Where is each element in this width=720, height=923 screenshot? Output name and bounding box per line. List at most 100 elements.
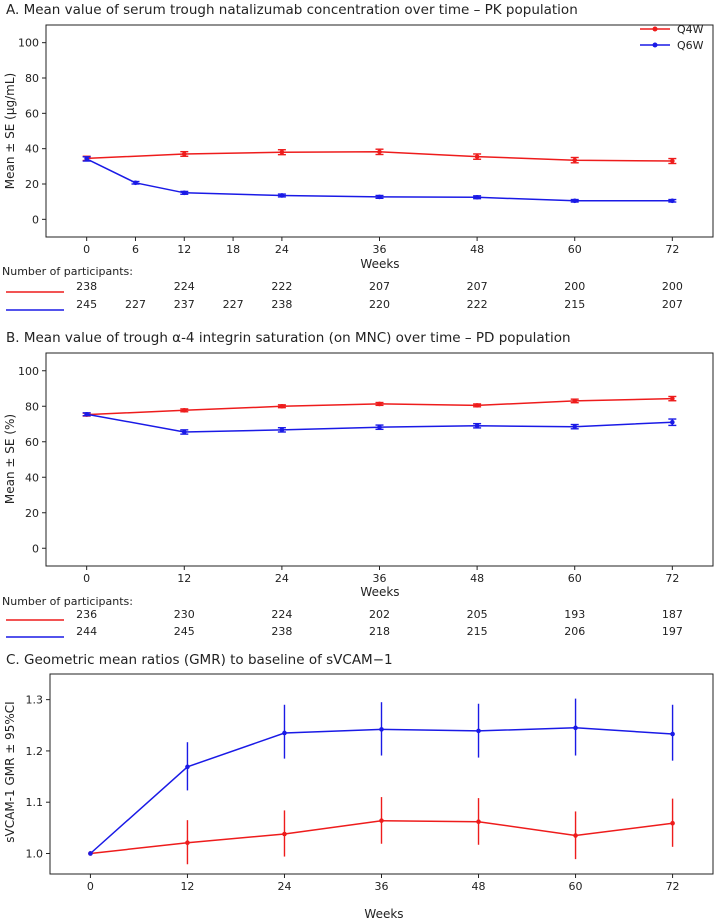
panel-a-ytick-label: 60 [25, 107, 39, 120]
panel-a-frame [45, 24, 714, 238]
panel-b-participants-q6w-value: 218 [369, 625, 390, 638]
panel-a-ytick-label: 80 [25, 72, 39, 85]
panel-c-q6w-point [185, 764, 190, 770]
panel-c-ytick-label: 1.1 [26, 796, 44, 809]
panel-b-participants-q6w-value: 197 [662, 625, 683, 638]
panel-a-participants-q4w-value: 200 [564, 280, 585, 293]
panel-a-xtick-label: 72 [665, 243, 679, 256]
panel-c-ytick-label: 1.0 [26, 847, 44, 860]
panel-b-frame [45, 352, 714, 567]
panel-b-q6w-point [181, 429, 187, 435]
panel-a-participants-q4w-value: 238 [76, 280, 97, 293]
panel-a-q6w-point [670, 198, 675, 204]
panel-b-participants-q4w-value: 202 [369, 608, 390, 621]
panel-b-plot: 0 20 40 60 80 100 0 12 24 36 48 60 72 [18, 365, 679, 585]
panel-c-q6w-point [282, 730, 287, 736]
panel-a-participants-q4w-value: 207 [467, 280, 488, 293]
panel-b-participants-q6w-value: 238 [271, 625, 292, 638]
panel-b-ytick-label: 40 [25, 471, 39, 484]
panel-c-ylabel: sVCAM-1 GMR ± 95%CI [3, 701, 17, 842]
panel-b-q4w-line [86, 397, 673, 416]
panel-a-participants-label: Number of participants: [2, 265, 133, 278]
panel-c-q4w-point [670, 820, 675, 826]
panel-b-q6w-point [474, 423, 480, 429]
panel-b-participants-q6w-value: 206 [564, 625, 585, 638]
legend-q4w-label: Q4W [677, 23, 704, 36]
panel-a-xtick-label: 18 [226, 243, 240, 256]
legend-q6w-label: Q6W [677, 39, 704, 52]
panel-a-q6w-point [84, 156, 89, 162]
panel-a-q6w-point [279, 193, 285, 198]
panel-a-ytick-label: 100 [18, 37, 39, 50]
panel-a-participants-q6w-value: 215 [564, 298, 585, 311]
panel-a-participants-q4w-value: 207 [369, 280, 390, 293]
panel-c-q4w-point [379, 818, 384, 823]
panel-a-q4w-point [279, 149, 285, 155]
panel-c-q6w-point [379, 727, 384, 732]
panel-a-q6w-point [181, 190, 187, 196]
panel-a-q4w-point [572, 157, 578, 163]
panel-b-participants-q6w-value: 244 [76, 625, 97, 638]
panel-b-participants-label: Number of participants: [2, 595, 133, 608]
panel-b-q6w-point [572, 424, 578, 429]
panel-b-participants-q4w-value: 193 [564, 608, 585, 621]
panel-b-xlabel: Weeks [360, 585, 399, 599]
legend-q6w-marker [652, 42, 658, 48]
panel-b-xtick-label: 36 [373, 572, 387, 585]
panel-c-q4w-point [476, 819, 481, 824]
panel-a-participants-q6w-value: 220 [369, 298, 390, 311]
panel-b-q4w-point [181, 408, 187, 413]
panel-b-participants-q4w-value: 230 [174, 608, 195, 621]
panel-b-ytick-label: 0 [32, 542, 39, 555]
panel-c-xtick-label: 0 [87, 880, 94, 893]
panel-a-q4w-point [670, 158, 675, 164]
panel-b-xtick-label: 12 [177, 572, 191, 585]
panel-a-participants-q6w-value: 238 [271, 298, 292, 311]
panel-a-participants: 238 224 222 207 207 200 200 245 227 237 227 238 220 2… [76, 280, 683, 311]
panel-b-xtick-label: 0 [83, 572, 90, 585]
panel-b-xtick-label: 24 [275, 572, 289, 585]
panel-a-q4w-point [474, 154, 480, 159]
panel-a: A. Mean value of serum trough natalizuma… [2, 2, 714, 311]
panel-b-q6w-point [84, 411, 89, 417]
panel-a-participants-q6w-value: 207 [662, 298, 683, 311]
panel-a-xtick-label: 48 [470, 243, 484, 256]
panel-b-q4w-point [279, 403, 285, 409]
panel-c-xtick-label: 24 [277, 880, 291, 893]
panel-a-q4w-point [181, 151, 187, 157]
panel-a-xtick-label: 12 [177, 243, 191, 256]
panel-a-participants-q6w-value: 222 [467, 298, 488, 311]
panel-a-participants-q4w-value: 224 [174, 280, 195, 293]
panel-c-q6w-point [88, 851, 93, 856]
panel-c-xtick-label: 60 [569, 880, 583, 893]
panel-b-q4w-point [572, 398, 578, 404]
panel-b-ylabel: Mean ± SE (%) [3, 414, 17, 504]
panel-a-participants-q4w-value: 222 [271, 280, 292, 293]
panel-c-title: C. Geometric mean ratios (GMR) to baseli… [6, 652, 393, 668]
legend-q4w-marker [652, 26, 658, 32]
legend: Q4W Q6W [640, 23, 704, 52]
panel-c-ytick-label: 1.2 [26, 745, 44, 758]
panel-a-q6w-point [474, 194, 480, 200]
panel-b-q4w-point [377, 401, 382, 407]
panel-c-plot: 1.0 1.1 1.2 1.3 0 12 24 36 48 60 72 [26, 694, 680, 893]
panel-a-xtick-label: 0 [83, 243, 90, 256]
panel-c-q6w-point [573, 725, 578, 731]
panel-a-q6w-line [86, 158, 673, 202]
panel-a-participants-q6w-value: 227 [125, 298, 146, 311]
panel-b-q4w-point [670, 396, 675, 401]
panel-b-participants-q4w-value: 187 [662, 608, 683, 621]
panel-c: C. Geometric mean ratios (GMR) to baseli… [3, 652, 714, 921]
panel-b-xtick-label: 48 [470, 572, 484, 585]
panel-a-ytick-label: 0 [32, 213, 39, 226]
panel-b: B. Mean value of trough α-4 integrin sat… [2, 330, 714, 638]
panel-a-q6w-point [377, 194, 382, 200]
panel-b-xtick-label: 60 [568, 572, 582, 585]
panel-a-xtick-label: 36 [373, 243, 387, 256]
panel-c-xtick-label: 48 [472, 880, 486, 893]
panel-b-participants-q4w-value: 205 [467, 608, 488, 621]
panel-a-participants-q6w-value: 245 [76, 298, 97, 311]
panel-a-participants-q6w-value: 227 [223, 298, 244, 311]
panel-a-ylabel: Mean ± SE (μg/mL) [3, 73, 17, 189]
panel-a-ytick-label: 40 [25, 143, 39, 156]
